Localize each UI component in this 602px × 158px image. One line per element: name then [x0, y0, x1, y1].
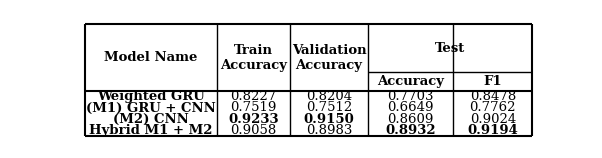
Text: 0.9233: 0.9233: [228, 113, 279, 126]
Text: 0.8983: 0.8983: [306, 124, 352, 137]
Text: 0.8204: 0.8204: [306, 90, 352, 103]
Text: 0.6649: 0.6649: [388, 101, 434, 115]
Text: F1: F1: [483, 75, 502, 88]
Text: 0.9150: 0.9150: [303, 113, 355, 126]
Text: 0.8932: 0.8932: [385, 124, 436, 137]
Text: Validation
Accuracy: Validation Accuracy: [291, 44, 366, 72]
Text: 0.8227: 0.8227: [230, 90, 276, 103]
Text: Test: Test: [435, 42, 465, 55]
Text: 0.7703: 0.7703: [388, 90, 434, 103]
Text: (M1) GRU + CNN: (M1) GRU + CNN: [85, 101, 216, 115]
Text: Accuracy: Accuracy: [377, 75, 444, 88]
Text: 0.7762: 0.7762: [470, 101, 516, 115]
Text: Weighted GRU: Weighted GRU: [97, 90, 205, 103]
Text: 0.9058: 0.9058: [230, 124, 276, 137]
Text: Model Name: Model Name: [104, 51, 197, 64]
Text: 0.7519: 0.7519: [230, 101, 276, 115]
Text: Train
Accuracy: Train Accuracy: [220, 44, 287, 72]
Text: 0.8478: 0.8478: [470, 90, 516, 103]
Text: 0.7512: 0.7512: [306, 101, 352, 115]
Text: 0.8609: 0.8609: [388, 113, 434, 126]
Text: 0.9194: 0.9194: [467, 124, 518, 137]
Text: Hybrid M1 + M2: Hybrid M1 + M2: [89, 124, 213, 137]
Text: (M2) CNN: (M2) CNN: [113, 113, 188, 126]
Text: 0.9024: 0.9024: [470, 113, 516, 126]
